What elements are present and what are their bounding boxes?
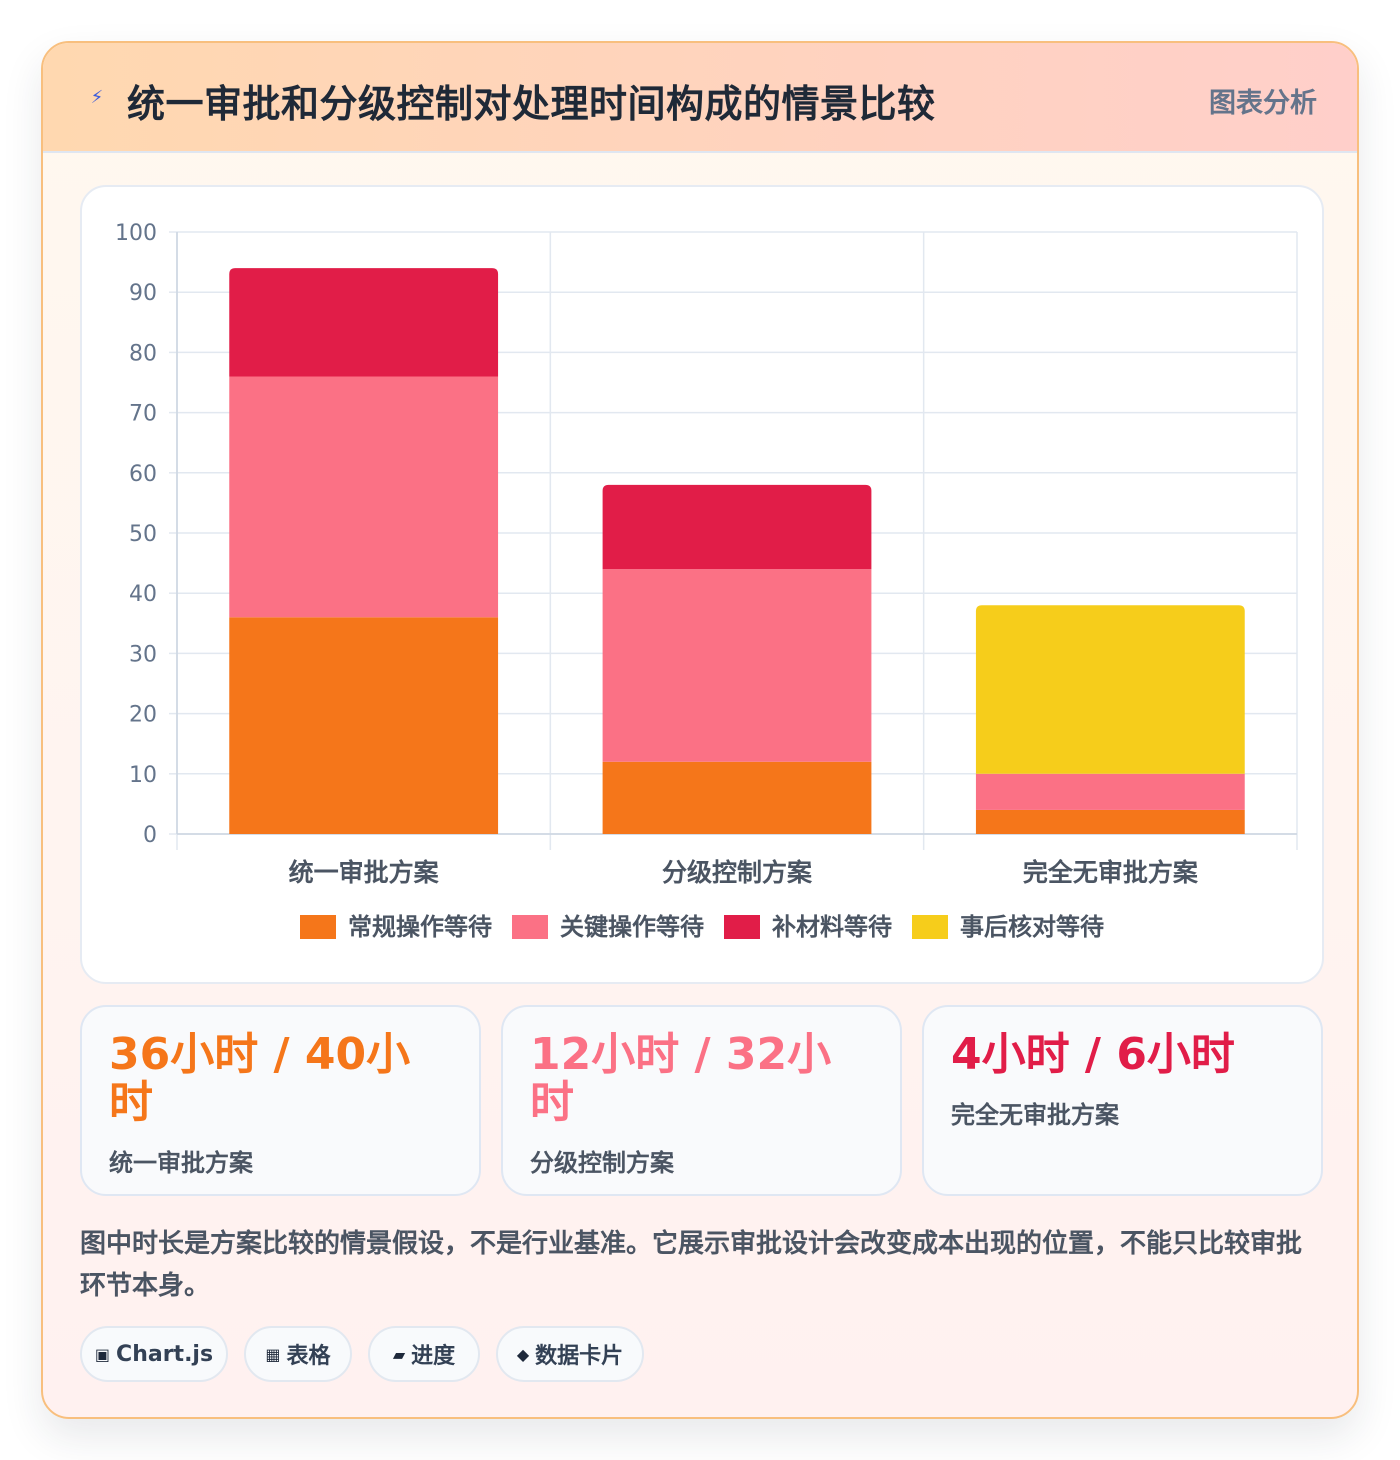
stat-label: 统一审批方案 [109,1149,253,1177]
chip-label: Chart.js [116,1341,214,1367]
lightning-icon: ⚡ [90,87,104,108]
chip-label: 表格 [286,1344,331,1369]
table-icon: ▦ [265,1344,281,1364]
header-badge: 图表分析 [1209,88,1317,119]
bar-segment [229,268,499,377]
chip-data-card[interactable]: ◆ 数据卡片 [496,1326,644,1382]
legend-label: 关键操作等待 [560,913,704,941]
legend-swatch [512,915,548,939]
chip-label: 数据卡片 [535,1344,624,1369]
bar-segment [229,376,499,618]
legend-label: 事后核对等待 [960,913,1104,941]
y-tick-label: 20 [129,703,157,728]
bar-segment [975,605,1245,774]
stat-value: 4小时 / 6小时 [951,1029,1235,1080]
bar-segment [602,761,872,834]
progress-icon: ▰ [392,1344,406,1364]
bar-segment [602,484,872,570]
y-tick-label: 10 [129,763,157,788]
y-tick-label: 50 [129,522,157,547]
bar-segment [975,809,1245,834]
legend-swatch [912,915,948,939]
chart-card: ⚡ 统一审批和分级控制对处理时间构成的情景比较 图表分析 0 10 20 30 40 50… [41,41,1359,1419]
bar-segment [975,773,1245,810]
card-header: ⚡ 统一审批和分级控制对处理时间构成的情景比较 图表分析 [43,43,1357,153]
legend-label: 常规操作等待 [348,913,492,941]
note-text: 图中时长是方案比较的情景假设，不是行业基准。它展示审批设计会改变成本出现的位置，… [80,1229,1303,1301]
y-tick-label: 0 [143,823,157,848]
stat-card-none: 4小时 / 6小时 完全无审批方案 [922,1005,1323,1196]
chart-panel: 0 10 20 30 40 50 60 70 80 90 100 统一审批方案 分级控制方案 完全无审批方… [80,185,1324,984]
page-title: 统一审批和分级控制对处理时间构成的情景比较 [127,82,936,126]
chip-label: 进度 [411,1344,456,1369]
stat-label: 完全无审批方案 [951,1101,1119,1129]
legend-swatch [300,915,336,939]
bar-segment [229,617,499,834]
x-tick-label: 分级控制方案 [662,858,813,887]
y-tick-label: 40 [129,582,157,607]
legend-label: 补材料等待 [772,913,892,941]
legend-swatch [724,915,760,939]
stat-card-tiered: 12小时 / 32小时 分级控制方案 [501,1005,902,1196]
y-tick-label: 30 [129,642,157,667]
y-tick-label: 90 [129,281,157,306]
chip-progress[interactable]: ▰ 进度 [368,1326,480,1382]
y-tick-label: 80 [129,341,157,366]
y-tick-label: 60 [129,462,157,487]
chart-icon: ▣ [94,1344,111,1364]
stat-card-unified: 36小时 / 40小时 统一审批方案 [80,1005,481,1196]
bar-segment [602,569,872,762]
stat-label: 分级控制方案 [530,1149,674,1177]
y-tick-label: 100 [115,221,157,246]
chip-chartjs[interactable]: ▣ Chart.js [80,1326,228,1382]
x-tick-label: 统一审批方案 [289,858,440,887]
stacked-bar-chart: 0 10 20 30 40 50 60 70 80 90 100 统一审批方案 分级控制方案 完全无审批方… [115,221,1298,941]
chip-table[interactable]: ▦ 表格 [244,1326,352,1382]
stat-value: 36小时 / 40小时 [109,1029,411,1128]
diamond-icon: ◆ [516,1344,530,1364]
stat-value: 12小时 / 32小时 [530,1029,832,1128]
y-tick-label: 70 [129,402,157,427]
x-tick-label: 完全无审批方案 [1023,858,1199,887]
